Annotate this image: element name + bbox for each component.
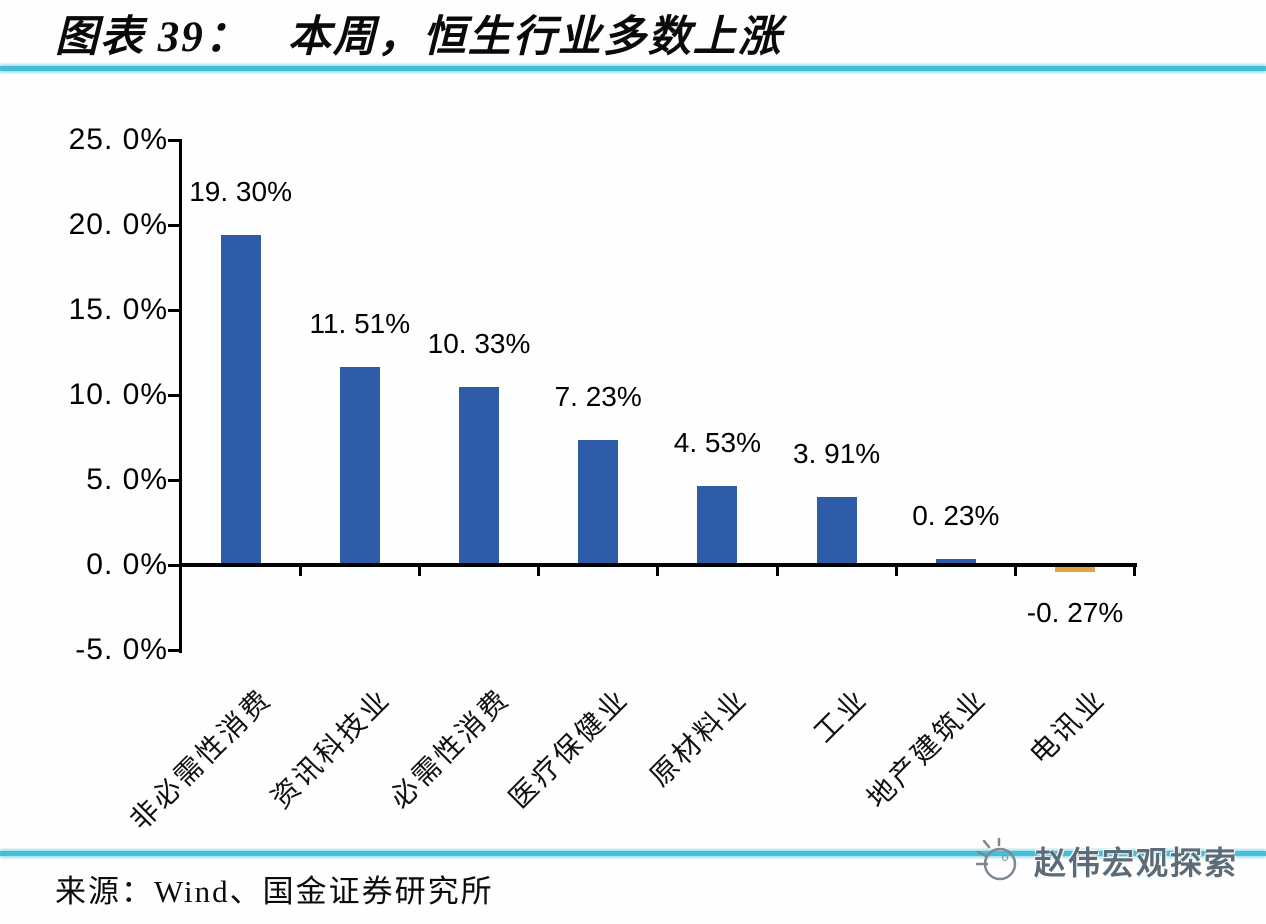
bar-4 bbox=[578, 440, 619, 563]
bar-value-label: -0. 27% bbox=[1026, 596, 1124, 628]
y-axis-tick-label: 15. 0% bbox=[68, 293, 168, 326]
y-axis-tick-label: -5. 0% bbox=[75, 633, 168, 666]
y-axis-tick-label: 5. 0% bbox=[86, 463, 168, 496]
x-axis-tick-mark bbox=[298, 565, 302, 576]
x-axis-category-label: 医疗保健业 bbox=[503, 683, 636, 815]
y-axis-tick-mark bbox=[168, 563, 182, 567]
y-axis-tick-mark bbox=[168, 393, 182, 397]
x-axis-tick-mark bbox=[775, 565, 779, 576]
bar-2 bbox=[339, 367, 380, 563]
x-axis-category-label: 必需性消费 bbox=[384, 683, 517, 815]
bar-6 bbox=[816, 496, 857, 563]
x-axis-category-label: 原材料业 bbox=[645, 683, 755, 793]
x-axis-line bbox=[179, 563, 1137, 567]
y-axis-line bbox=[179, 140, 182, 653]
title-divider-line bbox=[0, 66, 1266, 71]
x-axis-category-label: 非必需性消费 bbox=[124, 683, 278, 837]
y-axis-tick-label: 20. 0% bbox=[68, 208, 168, 241]
x-axis-tick-mark bbox=[656, 565, 660, 576]
y-axis-tick-mark bbox=[168, 648, 182, 652]
figure-title-text: 本周，恒生行业多数上涨 bbox=[287, 14, 783, 61]
y-axis-tick-mark bbox=[168, 223, 182, 227]
bar-8 bbox=[1055, 567, 1095, 572]
x-axis-tick-mark bbox=[1133, 565, 1137, 576]
y-axis-tick-label: 25. 0% bbox=[68, 123, 168, 156]
x-axis-tick-mark bbox=[537, 565, 541, 576]
watermark: 赵伟宏观探索 bbox=[972, 832, 1238, 890]
y-axis-tick-label: 0. 0% bbox=[86, 548, 168, 581]
x-axis-category-label: 资讯科技业 bbox=[265, 683, 398, 815]
footer-divider-line bbox=[0, 851, 1266, 856]
x-axis-category-label: 工业 bbox=[808, 683, 874, 750]
bar-value-label: 0. 23% bbox=[912, 500, 1000, 532]
bar-value-label: 11. 51% bbox=[309, 308, 411, 340]
y-axis-tick-mark bbox=[168, 478, 182, 482]
bar-value-label: 19. 30% bbox=[189, 175, 292, 207]
figure-number-label: 图表 39： bbox=[55, 14, 250, 61]
x-axis-category-label: 地产建筑业 bbox=[861, 683, 994, 815]
figure-title: 图表 39： 本周，恒生行业多数上涨 bbox=[55, 4, 783, 62]
y-axis-tick-mark bbox=[168, 138, 182, 142]
bar-3 bbox=[459, 387, 499, 563]
bar-value-label: 10. 33% bbox=[427, 328, 531, 360]
y-axis-tick-mark bbox=[168, 308, 182, 312]
bar-value-label: 3. 91% bbox=[793, 437, 881, 469]
source-note: 来源：Wind、国金证券研究所 bbox=[55, 874, 494, 909]
bar-5 bbox=[697, 485, 738, 563]
bar-value-label: 7. 23% bbox=[554, 381, 642, 413]
x-axis-tick-mark bbox=[1013, 565, 1017, 576]
bar-7 bbox=[935, 559, 976, 563]
watermark-logo-icon bbox=[975, 837, 1017, 881]
bar-value-label: 4. 53% bbox=[673, 426, 761, 458]
x-axis-category-label: 电讯业 bbox=[1024, 683, 1113, 771]
bar-1 bbox=[220, 234, 261, 563]
x-axis-tick-mark bbox=[894, 565, 898, 576]
y-axis-tick-label: 10. 0% bbox=[68, 378, 168, 411]
watermark-text: 赵伟宏观探索 bbox=[1033, 845, 1238, 881]
x-axis-tick-mark bbox=[417, 565, 421, 576]
